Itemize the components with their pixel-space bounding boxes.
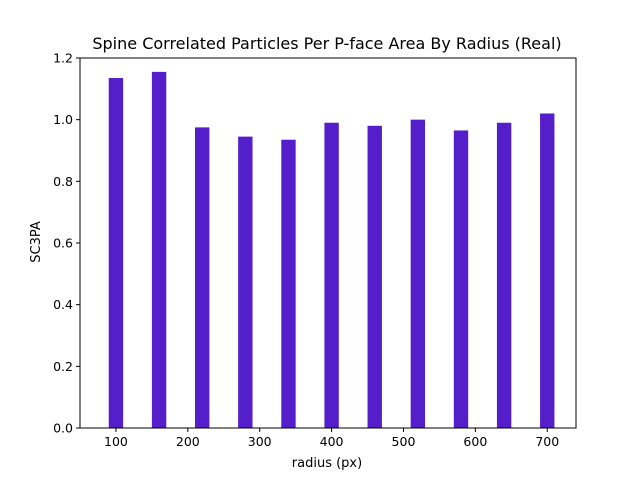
y-tick-label-0.2: 0.2 [53,359,73,374]
bar-520 [410,119,426,429]
x-tick-label-400: 400 [320,434,344,449]
y-axis-label: SC3PA [29,221,44,263]
x-tick-label-700: 700 [535,434,559,449]
bar-100 [108,78,124,428]
bar-280 [238,136,253,429]
bar-220 [195,127,210,429]
plot-area: 100 200 300 400 500 600 700 0.0 0.2 0.4 0.6 0.8 1.0 1… [53,51,577,449]
x-tick-label-600: 600 [463,434,487,449]
bar-400 [324,122,339,428]
bar-460 [367,125,382,428]
x-tick-label-300: 300 [248,434,272,449]
bar-640 [496,122,512,428]
bar-700 [540,113,555,428]
y-tick-label-1.0: 1.0 [53,112,73,127]
x-axis-label: radius (px) [292,456,362,471]
y-tick-label-0.6: 0.6 [53,236,73,251]
bar-580 [453,130,469,428]
bar-160 [151,71,167,429]
chart-title: Spine Correlated Particles Per P-face Ar… [92,34,561,53]
y-tick-label-0.8: 0.8 [53,174,73,189]
bar-340 [281,139,296,428]
x-tick-label-200: 200 [176,434,200,449]
y-tick-label-1.2: 1.2 [53,51,73,66]
x-tick-label-100: 100 [104,434,128,449]
y-tick-label-0.4: 0.4 [53,297,73,312]
y-tick-label-0.0: 0.0 [53,421,73,436]
x-tick-label-500: 500 [392,434,416,449]
